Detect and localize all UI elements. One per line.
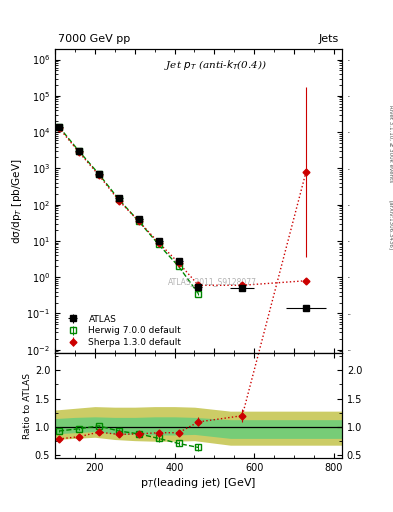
Text: [arXiv:1306.3436]: [arXiv:1306.3436] [388,200,393,250]
Text: Jet $p_T$ (anti-$k_T$(0.4)): Jet $p_T$ (anti-$k_T$(0.4)) [164,58,267,72]
Text: Jets: Jets [319,34,339,44]
X-axis label: p$_T$(leading jet) [GeV]: p$_T$(leading jet) [GeV] [140,476,257,490]
Text: 7000 GeV pp: 7000 GeV pp [58,34,130,44]
Text: ATLAS_2011_S9128077: ATLAS_2011_S9128077 [168,278,257,286]
Text: Rivet 3.1.10, ≥ 300k events: Rivet 3.1.10, ≥ 300k events [388,105,393,182]
Legend: ATLAS, Herwig 7.0.0 default, Sherpa 1.3.0 default: ATLAS, Herwig 7.0.0 default, Sherpa 1.3.… [59,313,183,349]
Y-axis label: dσ/dp$_T$ [pb/GeV]: dσ/dp$_T$ [pb/GeV] [9,158,24,244]
Y-axis label: Ratio to ATLAS: Ratio to ATLAS [23,373,32,439]
